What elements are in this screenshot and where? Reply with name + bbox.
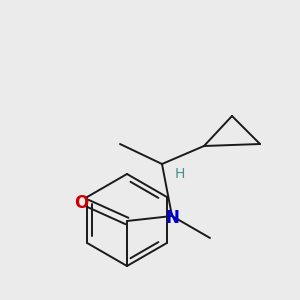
Text: H: H — [175, 167, 185, 181]
Text: N: N — [165, 209, 179, 227]
Text: O: O — [74, 194, 88, 212]
